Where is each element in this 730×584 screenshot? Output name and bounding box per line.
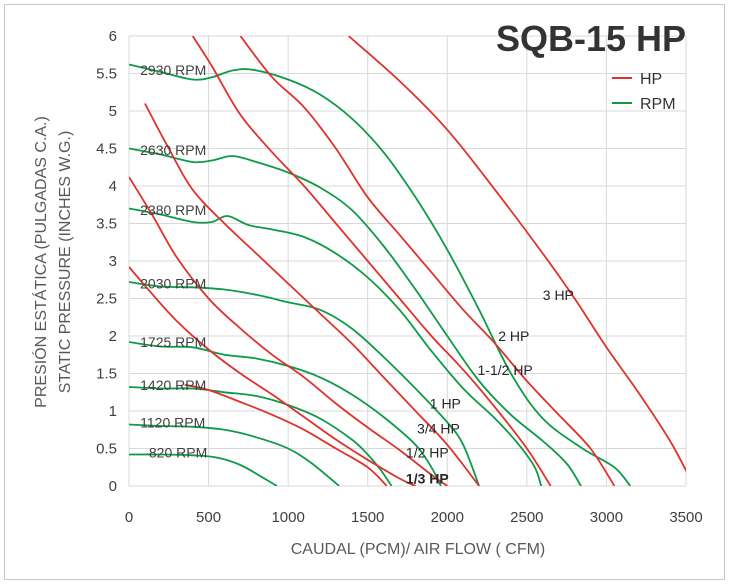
x-tick-label: 2000 xyxy=(431,509,464,526)
hp-label: 1 HP xyxy=(430,396,461,412)
rpm-label: 1420 RPM xyxy=(140,377,206,393)
rpm-curve xyxy=(129,63,631,486)
rpm-curve xyxy=(129,453,278,486)
rpm-label: 2380 RPM xyxy=(140,202,206,218)
y-axis-title-english: STATIC PRESSURE (INCHES W.G.) xyxy=(57,131,74,394)
legend-rpm-label: RPM xyxy=(640,96,676,113)
chart-frame xyxy=(4,4,725,580)
hp-curve xyxy=(184,383,388,486)
rpm-label: 2030 RPM xyxy=(140,276,206,292)
curve-labels: 2930 RPM 2630 RPM 2380 RPM 2030 RPM 1725 RPM… xyxy=(140,62,574,487)
y-axis-title-spanish: PRESIÓN ESTÁTICA (PULGADAS C.A.) xyxy=(31,116,50,408)
y-tick-label: 6 xyxy=(109,28,117,45)
rpm-curve xyxy=(129,423,340,486)
hp-curve xyxy=(348,36,686,473)
hp-curve xyxy=(129,176,448,486)
x-tick-label: 1000 xyxy=(271,509,304,526)
x-tick-label: 0 xyxy=(125,509,133,526)
y-tick-label: 5 xyxy=(109,103,117,120)
x-tick-label: 3500 xyxy=(669,509,702,526)
x-tick-label: 2500 xyxy=(510,509,543,526)
y-tick-label: 4 xyxy=(109,178,117,195)
y-tick-label: 3 xyxy=(109,253,117,270)
y-tick-label: 3.5 xyxy=(96,216,117,233)
hp-curve xyxy=(191,36,552,486)
curves xyxy=(129,36,686,486)
legend: HP RPM xyxy=(612,71,676,113)
y-tick-label: 2.5 xyxy=(96,291,117,308)
hp-label: 3/4 HP xyxy=(417,420,460,436)
y-tick-label: 1.5 xyxy=(96,366,117,383)
rpm-curve xyxy=(129,147,582,486)
hp-label: 1-1/2 HP xyxy=(478,362,533,378)
grid xyxy=(128,35,687,487)
rpm-curve xyxy=(129,281,480,486)
hp-curve xyxy=(239,36,616,486)
rpm-curve xyxy=(129,341,442,486)
rpm-label: 2630 RPM xyxy=(140,142,206,158)
rpm-label: 2930 RPM xyxy=(140,62,206,78)
x-tick-label: 3000 xyxy=(590,509,623,526)
y-tick-label: 2 xyxy=(109,328,117,345)
x-axis-title: CAUDAL (PCM)/ AIR FLOW ( CFM) xyxy=(291,541,546,558)
x-tick-label: 1500 xyxy=(351,509,384,526)
rpm-curve xyxy=(129,386,393,486)
hp-label: 2 HP xyxy=(498,328,529,344)
hp-label: 3 HP xyxy=(543,287,574,303)
x-tick-label: 500 xyxy=(196,509,221,526)
y-tick-label: 4.5 xyxy=(96,141,117,158)
y-tick-label: 0.5 xyxy=(96,441,117,458)
rpm-curve xyxy=(129,207,543,486)
chart-title: SQB-15 HP xyxy=(496,18,686,59)
hp-curve xyxy=(129,266,416,486)
y-tick-label: 0 xyxy=(109,478,117,495)
hp-label: 1/2 HP xyxy=(406,444,449,460)
rpm-label: 1725 RPM xyxy=(140,334,206,350)
y-tick-label: 1 xyxy=(109,403,117,420)
hp-label: 1/3 HP xyxy=(406,471,449,487)
rpm-label: 820 RPM xyxy=(149,444,207,460)
y-tick-label: 5.5 xyxy=(96,66,117,83)
legend-hp-label: HP xyxy=(640,71,662,88)
hp-curve xyxy=(144,103,480,486)
rpm-label: 1120 RPM xyxy=(140,414,205,430)
tick-labels: 0 500 1000 1500 2000 2500 3000 3500 0 0.5 1 1.5 2 2.5… xyxy=(96,28,703,526)
